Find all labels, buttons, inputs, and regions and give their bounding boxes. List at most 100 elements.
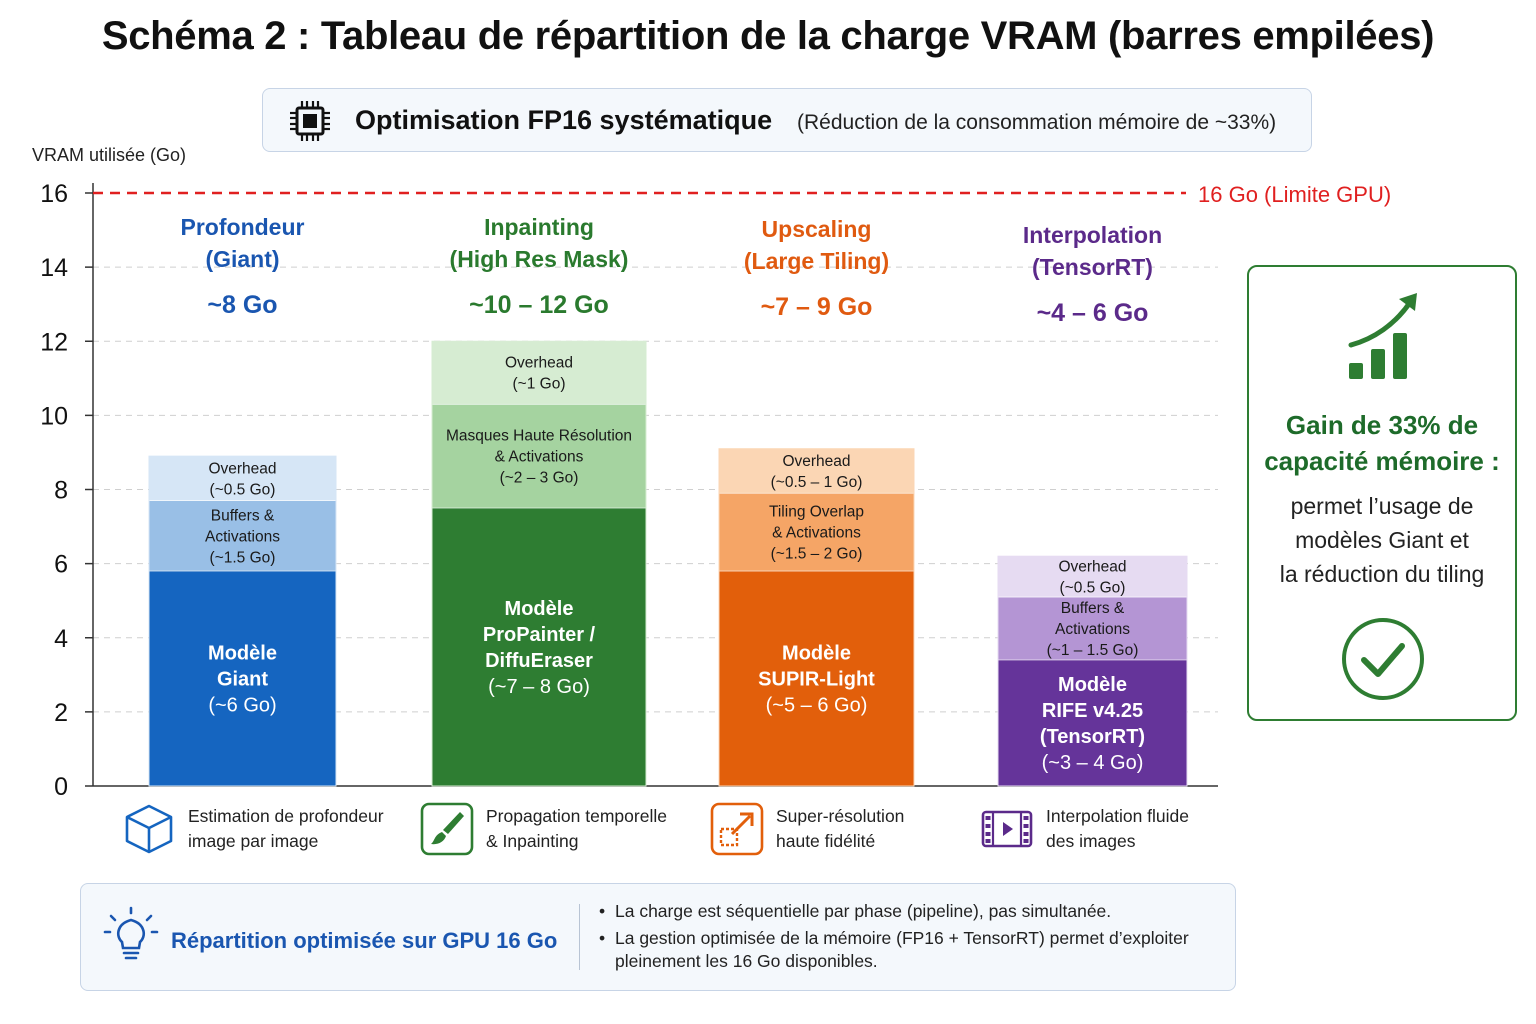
phase-interpolation-line1: Interpolation fluide <box>1046 806 1190 826</box>
phase-upscaling-line2: haute fidélité <box>776 831 876 851</box>
upscale-arrow-icon <box>710 802 764 856</box>
segment-label: Overhead <box>505 355 573 372</box>
gain-title-line2: capacité mémoire : <box>1264 446 1500 476</box>
growth-chart-icon <box>1348 293 1417 379</box>
fp16-banner: Optimisation FP16 systématique (Réductio… <box>262 88 1312 152</box>
bar-outline <box>148 455 337 787</box>
bar-category-label: (TensorRT) <box>1032 254 1153 280</box>
film-icon <box>981 810 1033 848</box>
bar-segment <box>719 571 914 786</box>
segment-label: (~5 – 6 Go) <box>766 695 868 717</box>
gain-desc-line1: permet l’usage de <box>1290 493 1474 519</box>
segment-label: & Activations <box>495 449 584 466</box>
bar-segment <box>998 659 1187 786</box>
segment-label: (~0.5 – 1 Go) <box>771 474 863 491</box>
bar-outline <box>997 555 1188 787</box>
y-axis-label: VRAM utilisée (Go) <box>32 145 186 165</box>
segment-label: Modèle <box>782 643 851 665</box>
gain-desc-line3: la réduction du tiling <box>1279 561 1485 587</box>
bar-segment <box>432 508 646 786</box>
segment-label: (~2 – 3 Go) <box>500 470 579 487</box>
bar-category-label: Profondeur <box>181 214 305 240</box>
segment-label: Modèle <box>1058 674 1127 696</box>
gain-title-line1: Gain de 33% de <box>1285 410 1479 440</box>
segment-label: (~3 – 4 Go) <box>1042 752 1144 774</box>
segment-label: Overhead <box>782 453 850 470</box>
bar-category-label: (High Res Mask) <box>450 246 629 272</box>
y-tick-label: 16 <box>40 180 68 208</box>
gpu-limit-label: 16 Go (Limite GPU) <box>1198 182 1391 207</box>
segment-label: (~6 Go) <box>208 695 276 717</box>
segment-label: Buffers & <box>1061 600 1125 617</box>
phase-inpainting-line2: & Inpainting <box>486 831 579 851</box>
bar-category-label: (Large Tiling) <box>744 248 889 274</box>
segment-label: (~1.5 – 2 Go) <box>771 546 863 563</box>
segment-label: Activations <box>205 528 280 545</box>
segment-label: (~0.5 Go) <box>210 481 276 498</box>
y-tick-label: 0 <box>54 773 68 800</box>
footer-bullet: La charge est séquentielle par phase (pi… <box>599 900 1219 923</box>
phase-interpolation-line2: des images <box>1046 831 1136 851</box>
gain-desc-line2: modèles Giant et <box>1295 527 1469 553</box>
bar-category-label: (Giant) <box>205 246 279 272</box>
segment-label: SUPIR-Light <box>758 669 875 691</box>
segment-label: ProPainter / <box>483 624 596 646</box>
y-tick-label: 10 <box>40 402 68 430</box>
segment-label: (~1.5 Go) <box>210 549 276 566</box>
footer-divider <box>579 904 580 970</box>
bar-total-label: ~8 Go <box>207 291 277 319</box>
phase-depth-line1: Estimation de profondeur <box>188 806 384 826</box>
segment-label: DiffuEraser <box>485 650 593 672</box>
bar-outline <box>431 340 647 787</box>
bar-total-label: ~7 – 9 Go <box>761 293 873 321</box>
bar-total-label: ~10 – 12 Go <box>469 291 609 319</box>
segment-label: Giant <box>217 669 268 691</box>
bar-segment <box>148 500 337 572</box>
phase-depth-line2: image par image <box>188 831 319 851</box>
footer-bullets: La charge est séquentielle par phase (pi… <box>599 900 1219 977</box>
segment-label: (~1 – 1.5 Go) <box>1047 642 1139 659</box>
y-tick-label: 2 <box>54 699 68 727</box>
y-tick-label: 8 <box>54 477 68 505</box>
segment-label: Buffers & <box>211 507 275 524</box>
segment-label: RIFE v4.25 <box>1042 700 1143 722</box>
segment-label: (~1 Go) <box>513 376 566 393</box>
bar-category-label: Inpainting <box>484 214 594 240</box>
y-tick-label: 14 <box>40 254 68 282</box>
phase-inpainting-line1: Propagation temporelle <box>486 806 667 826</box>
bar-segment <box>718 448 915 494</box>
paintbrush-icon <box>420 802 474 856</box>
bar-total-label: ~4 – 6 Go <box>1037 299 1149 327</box>
check-circle-icon <box>1342 618 1424 700</box>
stacked-bar-chart: VRAM utilisée (Go) 0 2 4 6 8 10 12 14 16 16 Go (Li… <box>32 145 1391 800</box>
segment-label: Activations <box>1055 621 1130 638</box>
fp16-banner-subtitle: (Réduction de la consommation mémoire de… <box>797 111 1277 134</box>
segment-label: & Activations <box>772 525 861 542</box>
y-tick-label: 4 <box>54 625 68 653</box>
gain-panel: Gain de 33% de capacité mémoire : permet … <box>1247 265 1517 721</box>
segment-label: Overhead <box>1058 559 1126 576</box>
segment-label: Modèle <box>505 598 574 620</box>
bar-segment <box>431 340 647 405</box>
bar-outline <box>718 448 915 787</box>
footer-bullet: La gestion optimisée de la mémoire (FP16… <box>599 927 1219 973</box>
segment-label: (~0.5 Go) <box>1060 580 1126 597</box>
segment-label: (~7 – 8 Go) <box>488 676 590 698</box>
segment-label: Overhead <box>208 460 276 477</box>
segment-label: (TensorRT) <box>1040 726 1145 748</box>
bar-segment <box>148 455 337 501</box>
bar-category-label: Interpolation <box>1023 222 1162 248</box>
segment-label: Modèle <box>208 643 277 665</box>
lightbulb-icon <box>103 906 159 960</box>
segment-label: Tiling Overlap <box>769 504 864 521</box>
bar-category-label: Upscaling <box>762 216 872 242</box>
y-tick-label: 6 <box>54 551 68 579</box>
y-tick-label: 12 <box>40 328 68 356</box>
phase-upscaling-line1: Super-résolution <box>776 806 905 826</box>
cube-icon <box>125 804 173 854</box>
footer-title: Répartition optimisée sur GPU 16 Go <box>171 928 558 953</box>
chip-icon <box>290 101 330 141</box>
segment-label: Masques Haute Résolution <box>446 428 632 445</box>
bar-segment <box>149 571 336 786</box>
fp16-banner-title: Optimisation FP16 systématique <box>355 105 773 135</box>
